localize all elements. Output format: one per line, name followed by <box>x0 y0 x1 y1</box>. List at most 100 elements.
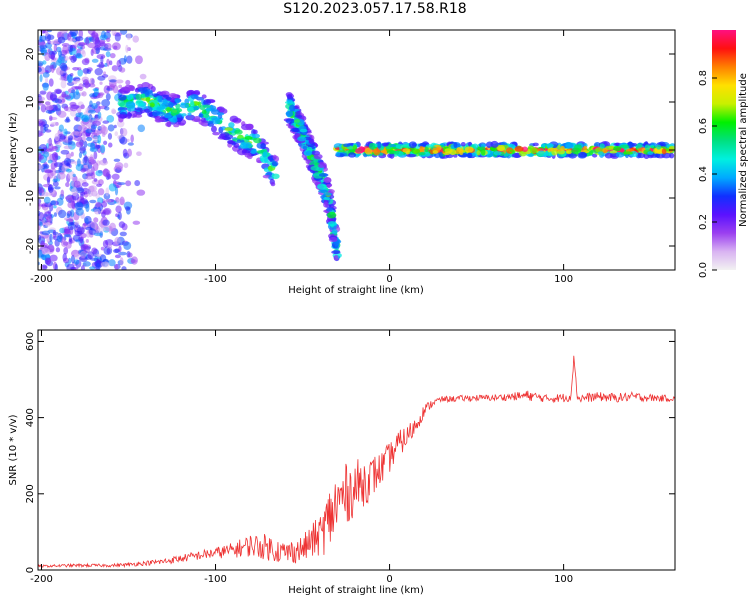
spectrogram-cell <box>187 106 194 112</box>
spectrogram-cell <box>62 257 70 264</box>
spectrogram-cell <box>43 196 51 204</box>
spectrogram-cell <box>79 145 86 154</box>
spectrogram-cell <box>106 85 111 91</box>
spectrogram-cell <box>125 44 129 53</box>
spectrogram-cell <box>464 146 474 153</box>
spectrogram-x-axis-label: Height of straight line (km) <box>288 285 424 296</box>
spectrogram-cell <box>77 124 87 131</box>
spectrogram-cell <box>546 143 554 148</box>
spectrogram-cell <box>114 131 118 137</box>
spectrogram-cell <box>228 122 235 128</box>
spectrogram-cell <box>537 150 546 157</box>
spectrogram-cell <box>101 74 109 78</box>
spectrogram-cell <box>49 115 53 122</box>
spectrogram-cell <box>49 64 54 70</box>
spectrogram-cell <box>87 251 94 260</box>
spectrogram-cell <box>323 192 333 196</box>
spectrogram-cell <box>45 257 52 266</box>
spectrogram-cell <box>323 196 331 201</box>
spectrogram-cell <box>198 113 204 118</box>
spectrogram-cell <box>41 218 46 227</box>
spectrogram-cell <box>139 73 147 80</box>
spectrogram-cell <box>104 199 112 203</box>
spectrogram-cell <box>61 91 67 98</box>
spectrogram-cell <box>104 106 110 111</box>
spectrogram-cell <box>324 177 332 184</box>
spectrogram-cell <box>69 110 78 117</box>
spectrogram-cell <box>207 120 214 125</box>
spectrogram-cell <box>40 125 44 133</box>
colorbar-ticks: 0.0 0.2 0.4 0.6 0.8 <box>698 70 717 278</box>
spectrogram-cell <box>75 112 82 118</box>
spectrogram-cell <box>45 104 54 111</box>
spectrogram-cell <box>80 104 85 110</box>
spectrogram-cell <box>81 114 90 123</box>
spectrogram-cell <box>327 221 337 227</box>
spectrogram-cell <box>62 44 69 54</box>
spectrogram-cell <box>417 152 426 156</box>
spectrogram-cell <box>78 151 83 159</box>
spectrogram-cell <box>578 152 587 158</box>
spectrogram-cell <box>192 105 200 111</box>
spectrogram-cell <box>75 52 82 59</box>
spectrogram-cell <box>132 35 140 43</box>
spectrogram-cell <box>156 106 162 112</box>
spectrogram-cell <box>69 209 75 218</box>
spectrogram-cell <box>84 175 94 180</box>
spectrogram-cell <box>644 144 651 151</box>
spectrogram-cell <box>137 87 148 93</box>
spectrogram-cell <box>91 179 101 185</box>
spectrogram-cell <box>48 78 54 87</box>
spectrogram-cell <box>60 63 68 71</box>
spectrogram-cell <box>114 264 119 270</box>
spectrogram-cell <box>54 98 63 104</box>
spectrogram-cell <box>201 94 207 99</box>
spectrogram-cell <box>53 43 58 53</box>
spectrogram-cell <box>172 117 178 123</box>
spectrogram-cell <box>108 183 117 192</box>
spectrogram-cell <box>68 257 72 264</box>
spectrogram-cell <box>119 67 126 73</box>
spectrogram-cell <box>67 221 75 231</box>
spectrogram-cell <box>166 121 172 128</box>
spectrogram-cell <box>668 145 675 150</box>
snr-x-axis-label: Height of straight line (km) <box>288 585 424 596</box>
spectrogram-cell <box>313 158 319 163</box>
spectrogram-cell <box>74 86 83 90</box>
spectrogram-cell <box>299 128 308 133</box>
spectrogram-cell <box>38 186 45 194</box>
spectrogram-cell <box>105 51 111 58</box>
spectrogram-cell <box>67 44 74 53</box>
spectrogram-cell <box>118 251 127 256</box>
spectrogram-cell <box>105 93 111 101</box>
spectrogram-cell <box>127 95 132 101</box>
spectrogram-cell <box>59 135 67 140</box>
spectrogram-cell <box>79 198 88 205</box>
spectrogram-cell <box>46 176 51 186</box>
spectrogram-cell <box>116 182 126 186</box>
spectrogram-cell <box>69 30 79 37</box>
spectrogram-cell <box>551 149 559 156</box>
spectrogram-cell <box>532 142 539 147</box>
spectrogram-cell <box>97 227 106 232</box>
spectrogram-cell <box>125 180 132 187</box>
y-tick-label: 10 <box>25 96 36 109</box>
spectrogram-cell <box>224 134 234 139</box>
spectrogram-cell <box>100 55 104 65</box>
spectrogram-cell <box>38 164 44 170</box>
spectrogram-cell <box>144 92 150 98</box>
spectrogram-cell <box>111 108 116 114</box>
spectrogram-cell <box>661 148 667 155</box>
spectrogram-cell <box>186 90 193 97</box>
spectrogram-cell <box>113 158 121 162</box>
spectrogram-cell <box>75 36 84 42</box>
spectrogram-cell <box>85 238 89 243</box>
spectrogram-cell <box>76 67 82 71</box>
spectrogram-cell <box>106 115 115 123</box>
spectrogram-y-ticks: -20 -10 0 10 20 <box>25 48 675 254</box>
spectrogram-cell <box>75 141 84 148</box>
spectrogram-cell <box>602 147 608 154</box>
spectrogram-cell <box>167 101 174 108</box>
spectrogram-cell <box>44 52 51 62</box>
spectrogram-cell <box>173 123 180 128</box>
